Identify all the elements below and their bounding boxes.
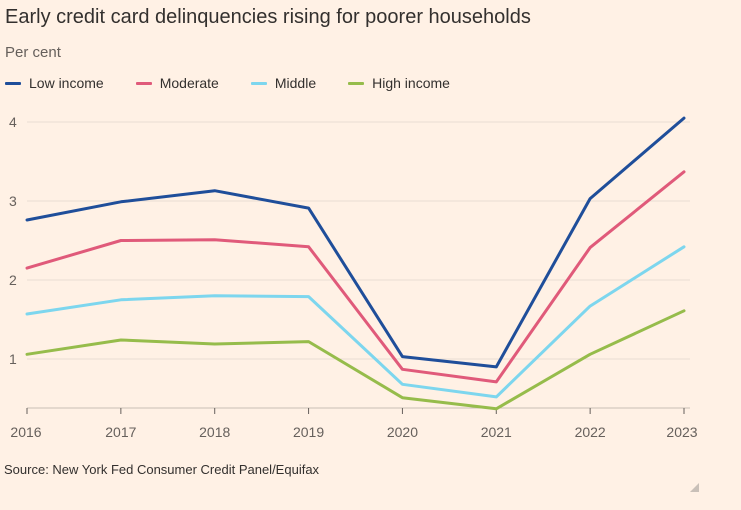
legend-item-middle: Middle bbox=[250, 75, 317, 91]
series-lines bbox=[25, 116, 686, 411]
x-tick-label: 2021 bbox=[481, 424, 512, 440]
x-tick-label: 2020 bbox=[387, 424, 418, 440]
source-note: Source: New York Fed Consumer Credit Pan… bbox=[4, 462, 320, 477]
x-tick-label: 2019 bbox=[293, 424, 324, 440]
series-line-middle bbox=[25, 245, 686, 399]
series-line-moderate bbox=[25, 170, 686, 384]
y-tick-label: 1 bbox=[9, 351, 17, 367]
y-tick-label: 4 bbox=[9, 114, 17, 130]
x-tick-label: 2022 bbox=[575, 424, 606, 440]
legend-swatch-low-income bbox=[5, 81, 21, 85]
legend-label-moderate: Moderate bbox=[159, 75, 219, 91]
chart-subtitle: Per cent bbox=[5, 44, 61, 61]
y-tick-label: 2 bbox=[9, 272, 17, 288]
legend-swatch-moderate bbox=[135, 81, 152, 85]
legend-item-moderate: Moderate bbox=[135, 75, 219, 91]
chart-title: Early credit card delinquencies rising f… bbox=[5, 6, 531, 28]
legend-item-low-income: Low income bbox=[5, 75, 104, 91]
x-tick-label: 2017 bbox=[105, 424, 136, 440]
axis-labels: 1 2 3 4 2016 2017 2018 2019 2020 2021 2022 2023 bbox=[9, 114, 698, 440]
x-tick-label: 2016 bbox=[10, 424, 41, 440]
x-tick-label: 2018 bbox=[199, 424, 230, 440]
legend-label-low-income: Low income bbox=[29, 75, 104, 91]
series-line-low-income bbox=[25, 116, 686, 369]
x-ticks bbox=[26, 408, 685, 414]
legend-swatch-middle bbox=[250, 81, 267, 85]
legend-label-middle: Middle bbox=[274, 75, 317, 91]
x-tick-label: 2023 bbox=[666, 424, 697, 440]
chart-legend: Low income Moderate Middle High income bbox=[5, 75, 482, 91]
y-tick-label: 3 bbox=[9, 193, 17, 209]
legend-swatch-high-income bbox=[348, 81, 365, 85]
legend-item-high-income: High income bbox=[348, 75, 450, 91]
resize-handle-icon bbox=[690, 483, 699, 492]
gridlines bbox=[27, 121, 690, 409]
series-line-high-income bbox=[25, 309, 686, 411]
legend-label-high-income: High income bbox=[372, 75, 450, 91]
